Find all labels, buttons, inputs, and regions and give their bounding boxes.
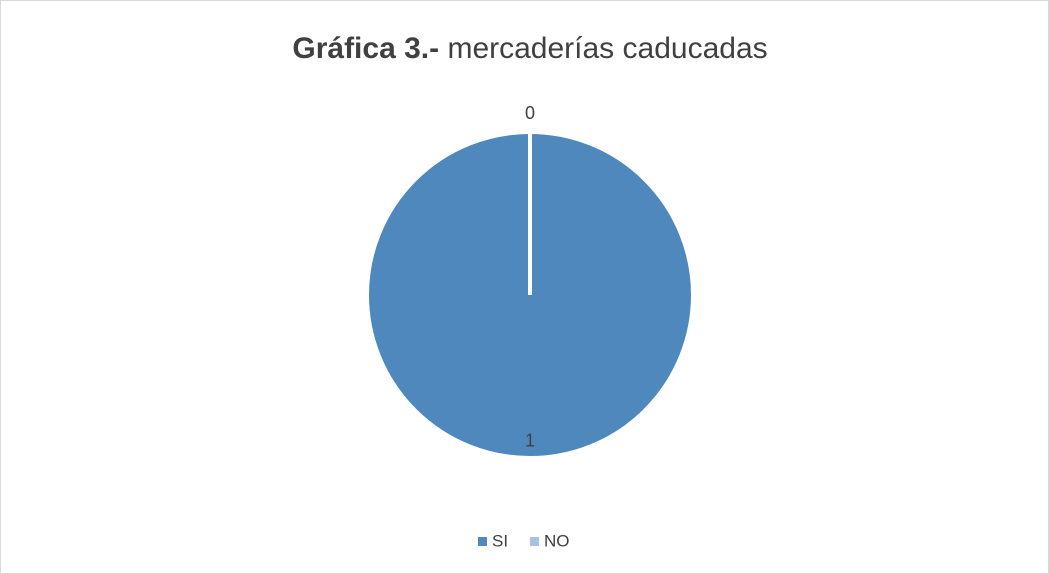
data-label: 0 — [525, 103, 535, 123]
legend-label: SI — [492, 531, 508, 550]
legend-label: NO — [544, 531, 570, 550]
data-label: 1 — [525, 430, 535, 450]
title-text: mercaderías caducadas — [447, 32, 767, 65]
legend-swatch — [478, 537, 487, 546]
legend-swatch — [530, 537, 539, 546]
chart-title: Gráfica 3.- mercaderías caducadas — [292, 32, 767, 65]
title-prefix: Gráfica 3.- — [292, 32, 439, 65]
